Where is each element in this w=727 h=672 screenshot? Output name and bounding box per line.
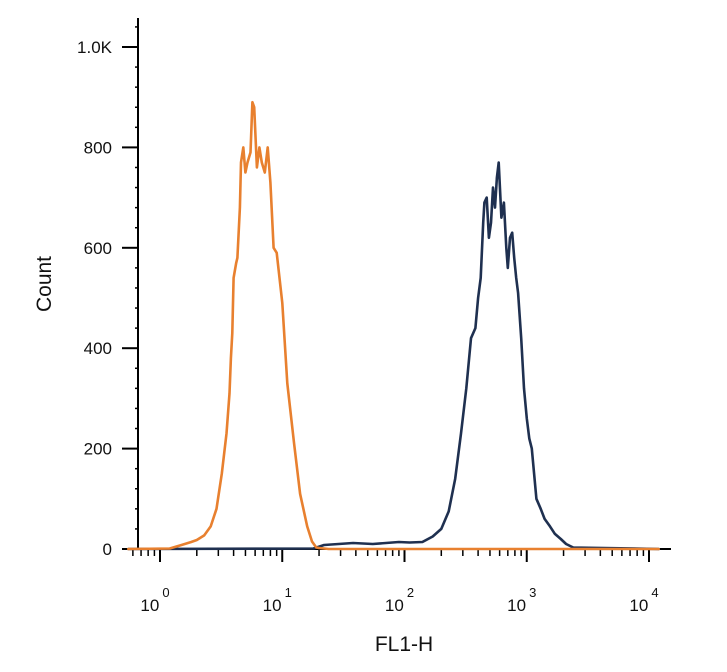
y-axis: 0 200 400 600 800 1.0K	[77, 18, 139, 559]
x-tick-label: 100	[140, 585, 169, 615]
x-tick-exponent: 2	[407, 585, 414, 600]
x-tick-label: 101	[263, 585, 292, 615]
x-tick-base: 10	[263, 596, 282, 615]
x-tick-exponent: 4	[651, 585, 658, 600]
x-tick-exponent: 3	[529, 585, 536, 600]
series-line-navy	[127, 161, 661, 551]
y-tick-label: 800	[84, 138, 112, 157]
x-tick-base: 10	[140, 596, 159, 615]
x-tick-base: 10	[385, 596, 404, 615]
x-tick-label: 104	[629, 585, 658, 615]
x-tick-exponent: 1	[285, 585, 292, 600]
y-tick-label: 0	[103, 540, 112, 559]
y-tick-label: 1.0K	[77, 38, 113, 57]
x-tick-base: 10	[507, 596, 526, 615]
x-tick-label: 103	[507, 585, 536, 615]
y-tick-label: 200	[84, 440, 112, 459]
x-tick-base: 10	[629, 596, 648, 615]
series-line-orange	[127, 100, 661, 551]
y-tick-label: 400	[84, 339, 112, 358]
series-layer	[127, 100, 661, 551]
x-tick-exponent: 0	[162, 585, 169, 600]
x-tick-label: 102	[385, 585, 414, 615]
y-axis-title: Count	[33, 256, 56, 312]
y-tick-label: 600	[84, 239, 112, 258]
x-axis-title: FL1-H	[375, 633, 433, 656]
